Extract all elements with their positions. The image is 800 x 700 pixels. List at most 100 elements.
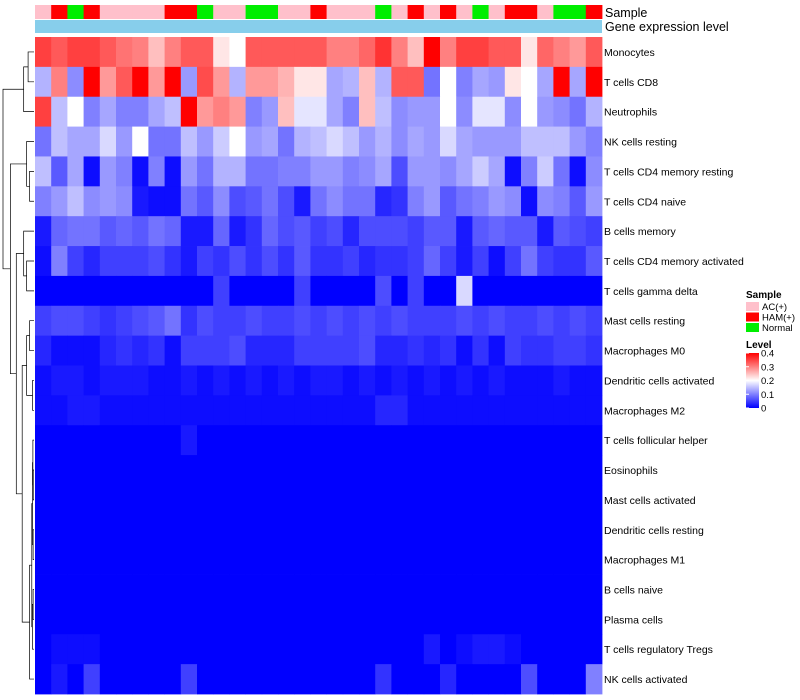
heatmap-cell [197,216,214,247]
heatmap-cell [164,574,182,605]
heatmap-cell [245,275,263,307]
heatmap-cell [51,574,68,605]
heatmap-cell [423,455,441,486]
heatmap-cell [423,335,441,366]
heatmap-cell [585,395,603,426]
heatmap-cell [67,126,84,157]
heatmap-cell [67,604,84,635]
heatmap-cell [342,335,360,366]
heatmap-cell [294,126,311,157]
heatmap-cell [375,455,392,486]
heatmap-cell [456,604,473,635]
heatmap-cell [391,484,408,516]
heatmap-cell [99,156,117,187]
heatmap-cell [553,126,570,157]
heatmap-cell [148,574,165,605]
heatmap-cell [391,37,408,68]
heatmap-cell [116,216,133,247]
heatmap-cell [326,514,344,546]
heatmap-cell [67,544,84,575]
heatmap-cell [116,37,133,68]
heatmap-cell [440,484,457,516]
heatmap-cell [229,66,246,98]
heatmap-cell [83,574,101,605]
heatmap-cell [67,395,84,426]
heatmap-cell [472,514,489,546]
heatmap-cell [229,664,246,695]
heatmap-cell [440,335,457,366]
heatmap-cell [407,514,425,546]
heatmap-cell [585,574,603,605]
heatmap-cell [326,335,344,366]
heatmap-cell [569,484,587,516]
heatmap-cell [407,484,425,516]
heatmap-cell [553,634,570,665]
heatmap-cell [132,216,149,247]
heatmap-cell [537,634,554,665]
heatmap-cell [99,335,117,366]
heatmap-cell [342,126,360,157]
sample-annotation-cell [585,5,603,19]
heatmap-cell [488,484,506,516]
heatmap-cell [116,514,133,546]
heatmap-cell [342,216,360,247]
heatmap-cell [261,126,279,157]
dendrogram-branch [29,171,34,202]
heatmap-cell [407,335,425,366]
heatmap-cell [83,634,101,665]
heatmap-cell [148,335,165,366]
heatmap-cell [585,156,603,187]
heatmap-cell [359,574,376,605]
heatmap-cell [213,664,230,695]
sample-annotation-cell [521,5,538,19]
heatmap-cell [197,425,214,456]
heatmap-cell [51,425,68,456]
heatmap-cell [180,365,198,396]
heatmap-cell [164,66,182,98]
heatmap-cell [35,246,52,277]
legend-level-tick-label: 0 [761,404,766,415]
heatmap-cell [261,604,279,635]
heatmap-cell [180,634,198,665]
heatmap-cell [35,455,52,486]
heatmap-cell [553,455,570,486]
heatmap-cell [553,484,570,516]
heatmap-cell [294,37,311,68]
heatmap-cell [197,455,214,486]
heatmap-cell [472,335,489,366]
heatmap-cell [294,96,311,127]
heatmap-cell [569,126,587,157]
heatmap-cell [504,634,522,665]
heatmap-cell [245,66,263,98]
heatmap-cell [278,365,295,396]
heatmap-cell [197,514,214,546]
heatmap-cell [197,66,214,98]
heatmap-cell [261,634,279,665]
heatmap-cell [164,37,182,68]
sample-annotation-cell [245,5,263,19]
heatmap-cell [310,634,327,665]
heatmap-cell [51,544,68,575]
heatmap-cell [261,246,279,277]
legend-sample-label: AC(+) [762,302,787,313]
heatmap-cell [391,246,408,277]
heatmap-cell [213,126,230,157]
heatmap-cell [504,66,522,98]
dendrogram-branch [32,589,34,620]
heatmap-cell [245,186,263,217]
dendrogram-branch [2,88,24,270]
heatmap-cell [132,156,149,187]
heatmap-cell [472,574,489,605]
heatmap-cell [213,634,230,665]
heatmap-cell [213,246,230,277]
heatmap-cell [569,365,587,396]
sample-annotation-cell [180,5,198,19]
heatmap-cell [229,484,246,516]
heatmap-cell [407,305,425,337]
heatmap-cell [407,216,425,247]
heatmap-cell [116,365,133,396]
heatmap-cell [35,574,52,605]
heatmap-cell [83,365,101,396]
heatmap-cell [391,544,408,575]
